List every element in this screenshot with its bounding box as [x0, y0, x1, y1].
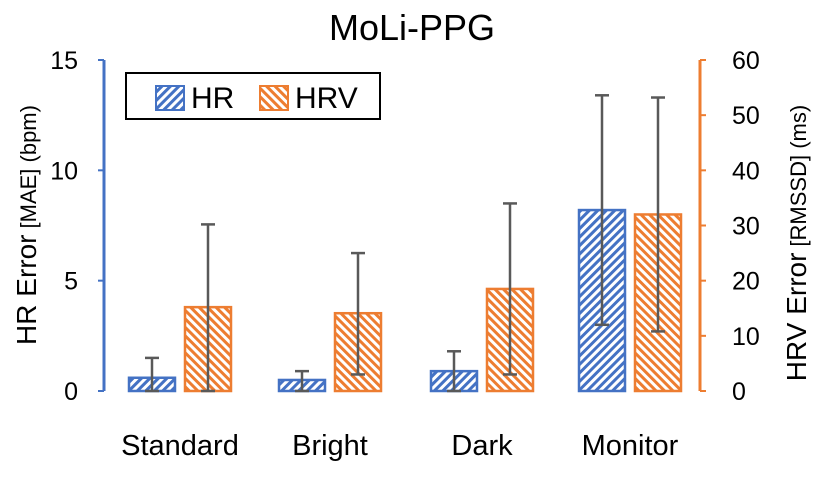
plot-area: 0 5 10 15 0 10 20 30 40 50 60 Standard Bright Dark Mon… — [50, 47, 760, 462]
x-category-label: Dark — [451, 430, 513, 462]
y-right-axis-title-unit: [RMSSD] (ms) — [786, 105, 811, 247]
y-right-tick-label: 0 — [732, 378, 746, 406]
y-left-axis-title: HR Error [MAE] (bpm) — [11, 105, 42, 345]
legend-label-hrv: HRV — [295, 82, 358, 115]
y-left-axis-title-main: HR Error — [11, 235, 42, 345]
y-right-tick-label: 30 — [732, 213, 760, 241]
y-right-tick-label: 40 — [732, 157, 760, 185]
legend-swatch-hrv — [259, 85, 289, 111]
y-left-axis-title-unit: [MAE] (bpm) — [16, 105, 41, 228]
y-right-tick-label: 10 — [732, 323, 760, 351]
y-right-axis-title: HRV Error [RMSSD] (ms) — [781, 105, 812, 381]
y-left-tick-label: 0 — [64, 378, 78, 406]
y-left-tick-label: 15 — [50, 47, 78, 75]
y-left-tick-label: 10 — [50, 157, 78, 185]
y-right-tick-label: 60 — [732, 47, 760, 75]
legend-box — [125, 72, 381, 120]
legend: HR HRV — [125, 72, 381, 120]
y-right-axis-title-main: HRV Error — [781, 253, 812, 382]
chart-title: MoLi-PPG — [329, 7, 495, 48]
x-category-label: Standard — [121, 430, 239, 462]
y-left-tick-label: 5 — [64, 268, 78, 296]
y-right-tick-label: 50 — [732, 102, 760, 130]
x-category-label: Bright — [292, 430, 368, 462]
legend-label-hr: HR — [191, 82, 234, 115]
legend-swatch-hr — [155, 85, 185, 111]
y-right-tick-label: 20 — [732, 268, 760, 296]
x-category-label: Monitor — [582, 430, 679, 462]
